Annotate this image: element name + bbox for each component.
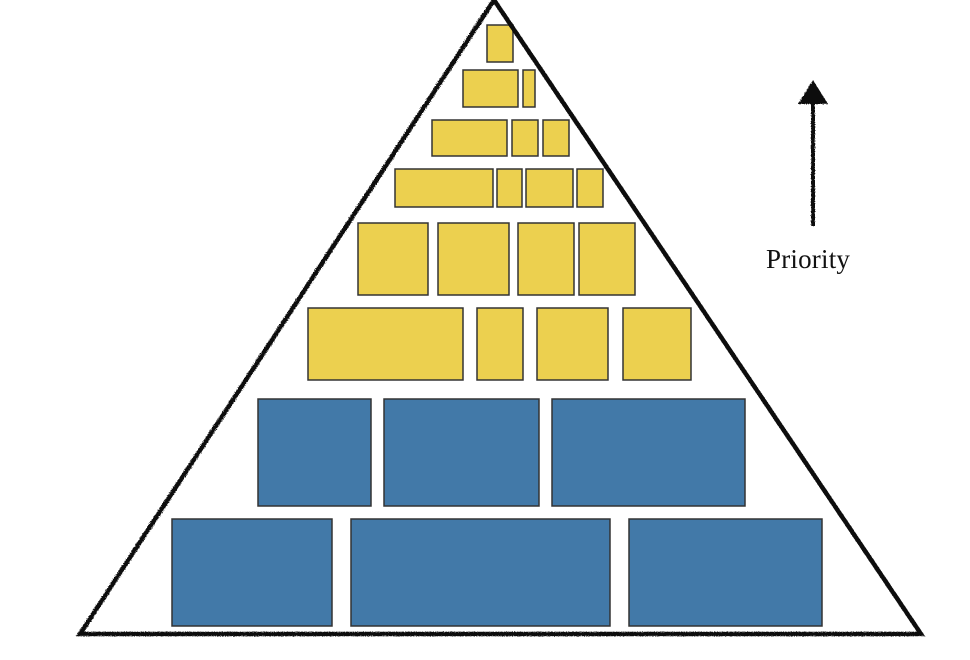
priority-arrow [798,80,828,226]
tier-3-block-1 [431,119,508,157]
priority-arrow-head [798,80,828,104]
tier-6-block-2 [476,307,524,381]
tier-5-block-1 [357,222,429,296]
tier-8-block-1 [171,518,333,627]
tier-5-block-3 [517,222,575,296]
pyramid-blocks [171,24,823,627]
tier-7-block-1 [257,398,372,507]
tier-3-block-3 [542,119,570,157]
tier-7-block-2 [383,398,540,507]
tier-6-block-4 [622,307,692,381]
tier-4-block-4 [576,168,604,208]
tier-8-block-3 [628,518,823,627]
tier-4-block-3 [525,168,574,208]
tier-2-block-2 [522,69,536,108]
tier-5-block-4 [578,222,636,296]
tier-5-block-2 [437,222,510,296]
tier-7-block-3 [551,398,746,507]
tier-1-block-1 [486,24,514,63]
tier-6-block-3 [536,307,609,381]
pyramid-outline [75,0,926,637]
tier-2-block-1 [462,69,519,108]
priority-label: Priority [766,244,851,274]
tier-8-block-2 [350,518,611,627]
tier-4-block-2 [496,168,523,208]
tier-4-block-1 [394,168,494,208]
tier-3-block-2 [511,119,539,157]
tier-6-block-1 [307,307,464,381]
